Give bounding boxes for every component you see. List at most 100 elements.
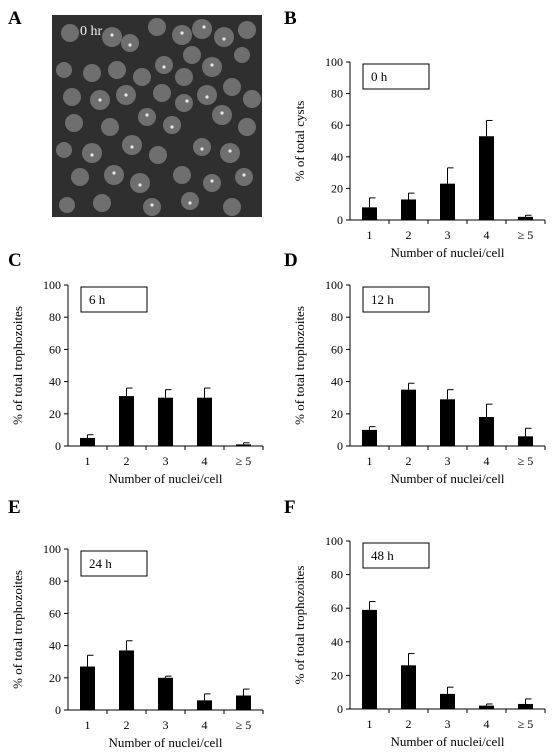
- micrograph-cells: [56, 18, 261, 216]
- chart-e: 0 20 40 60 80 100 1 2 3 4 ≥ 5 Number of nuclei/cell…: [8, 537, 273, 755]
- bar: [197, 397, 212, 446]
- x-axis-title: Number of nuclei/cell: [108, 735, 222, 750]
- chart-svg: 0 20 40 60 80 100 1 2 3 4 ≥ 5 Number of nuclei/cell…: [292, 278, 546, 486]
- x-tick-label: 2: [124, 454, 130, 468]
- y-axis-title: % of total cysts: [292, 101, 307, 182]
- y-tick-label: 60: [331, 342, 343, 356]
- micrograph-image: 0 hr: [52, 15, 262, 217]
- chart-svg: 0 20 40 60 80 100 1 2 3 4 ≥ 5 Number of nuclei/cell…: [292, 534, 546, 749]
- panel-letter-c: C: [8, 250, 22, 271]
- x-tick-label: 1: [367, 228, 373, 242]
- x-tick-label: 1: [367, 454, 373, 468]
- panel-letter-a: A: [8, 8, 22, 29]
- bar: [119, 650, 134, 710]
- y-tick-label: 80: [331, 310, 343, 324]
- x-tick-label: 2: [406, 228, 412, 242]
- x-axis-title: Number of nuclei/cell: [108, 471, 222, 486]
- inset-label-box: [362, 542, 430, 569]
- y-tick-label: 100: [43, 278, 61, 292]
- y-tick-label: 80: [331, 87, 343, 101]
- bar: [479, 136, 494, 220]
- y-tick-label: 60: [331, 118, 343, 132]
- y-tick-label: 100: [325, 278, 343, 292]
- y-tick-label: 40: [49, 639, 61, 653]
- y-axis-title: % of total trophozoites: [10, 306, 25, 425]
- inset-label: 0 h: [371, 69, 388, 84]
- inset-label: 24 h: [89, 556, 112, 571]
- bar: [401, 389, 416, 446]
- y-tick-label: 40: [331, 635, 343, 649]
- x-tick-label: 3: [163, 454, 169, 468]
- x-tick-label: 3: [445, 228, 451, 242]
- inset-label: 48 h: [371, 548, 394, 563]
- y-tick-label: 40: [49, 375, 61, 389]
- x-tick-label: 1: [85, 718, 91, 732]
- y-tick-label: 0: [337, 439, 343, 453]
- y-axis-title: % of total trophozoites: [10, 570, 25, 689]
- y-tick-label: 0: [337, 702, 343, 716]
- bar: [80, 437, 95, 446]
- bar: [362, 207, 377, 220]
- x-tick-label: 3: [163, 718, 169, 732]
- bar: [158, 677, 173, 710]
- y-tick-label: 0: [55, 439, 61, 453]
- chart-b: 0 20 40 60 80 100 1 2 3 4 ≥ 5 Number of nuclei/cell…: [290, 50, 553, 265]
- x-tick-label: ≥ 5: [518, 228, 534, 242]
- x-axis-title: Number of nuclei/cell: [390, 471, 504, 486]
- bar: [236, 444, 251, 446]
- bar: [440, 399, 455, 446]
- x-tick-label: 4: [484, 717, 490, 731]
- inset-label-box: [80, 286, 148, 313]
- bar: [518, 216, 533, 220]
- x-axis-title: Number of nuclei/cell: [390, 245, 504, 260]
- y-tick-label: 100: [43, 542, 61, 556]
- x-tick-label: ≥ 5: [236, 718, 252, 732]
- bar: [401, 665, 416, 709]
- x-tick-label: ≥ 5: [236, 454, 252, 468]
- bar: [518, 436, 533, 446]
- y-tick-label: 80: [49, 574, 61, 588]
- bar: [362, 609, 377, 709]
- chart-c: 0 20 40 60 80 100 1 2 3 4 ≥ 5 Number of nuclei/cell…: [8, 273, 273, 491]
- bar: [518, 703, 533, 709]
- y-axis-title: % of total trophozoites: [292, 566, 307, 685]
- y-tick-label: 100: [325, 534, 343, 548]
- x-tick-label: 2: [124, 718, 130, 732]
- inset-label-box: [80, 550, 148, 577]
- y-tick-label: 60: [49, 342, 61, 356]
- chart-f: 0 20 40 60 80 100 1 2 3 4 ≥ 5 Number of nuclei/cell…: [290, 529, 553, 754]
- micrograph-label: 0 hr: [80, 24, 103, 39]
- x-tick-label: 3: [445, 454, 451, 468]
- x-tick-label: 1: [85, 454, 91, 468]
- y-tick-label: 20: [331, 407, 343, 421]
- y-tick-label: 20: [331, 668, 343, 682]
- y-tick-label: 60: [331, 601, 343, 615]
- bar: [158, 397, 173, 446]
- x-tick-label: 1: [367, 717, 373, 731]
- x-tick-label: 4: [202, 454, 208, 468]
- y-tick-label: 100: [325, 55, 343, 69]
- y-tick-label: 20: [331, 181, 343, 195]
- x-tick-label: 4: [484, 454, 490, 468]
- y-tick-label: 60: [49, 606, 61, 620]
- inset-label: 12 h: [371, 292, 394, 307]
- bar: [197, 700, 212, 710]
- panel-letter-d: D: [284, 250, 298, 271]
- bar: [236, 695, 251, 710]
- y-tick-label: 80: [49, 310, 61, 324]
- y-tick-label: 0: [337, 213, 343, 227]
- x-tick-label: 2: [406, 717, 412, 731]
- chart-svg: 0 20 40 60 80 100 1 2 3 4 ≥ 5 Number of nuclei/cell…: [10, 278, 264, 486]
- bar: [479, 705, 494, 709]
- y-tick-label: 40: [331, 150, 343, 164]
- x-tick-label: 4: [484, 228, 490, 242]
- x-tick-label: 2: [406, 454, 412, 468]
- x-tick-label: 4: [202, 718, 208, 732]
- bar: [119, 396, 134, 446]
- y-tick-label: 40: [331, 375, 343, 389]
- y-tick-label: 20: [49, 671, 61, 685]
- panel-letter-e: E: [8, 497, 21, 518]
- x-tick-label: 3: [445, 717, 451, 731]
- bar: [362, 429, 377, 446]
- x-tick-label: ≥ 5: [518, 454, 534, 468]
